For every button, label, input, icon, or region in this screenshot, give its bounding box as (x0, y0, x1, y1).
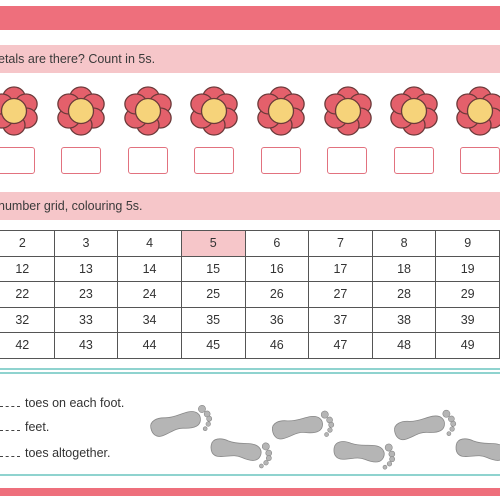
flower-center-icon (67, 97, 95, 125)
flower-icon (390, 86, 438, 136)
footprint-icon (150, 405, 213, 437)
flower-center-icon (466, 97, 494, 125)
grid-cell[interactable]: 34 (117, 306, 182, 333)
grid-cell[interactable]: 23 (53, 281, 119, 308)
grid-cell[interactable]: 5 (180, 230, 246, 257)
grid-cell[interactable]: 17 (308, 255, 373, 282)
number-grid-table: 2 3 4 5 6 7 8 9 12 13 14 15 16 17 18 19 22 23 24 25 26 27 28 29… (0, 230, 500, 359)
grid-cell[interactable]: 39 (435, 306, 500, 333)
grid-cell[interactable]: 2 (0, 230, 55, 257)
flower-center-icon (267, 97, 295, 125)
grid-cell[interactable]: 8 (371, 230, 437, 257)
grid-instruction-text: number grid, colouring 5s. (0, 199, 143, 213)
grid-cell[interactable]: 27 (308, 281, 373, 308)
grid-cell[interactable]: 28 (371, 281, 437, 308)
petal-count-input[interactable] (327, 147, 367, 174)
grid-cell[interactable]: 44 (117, 332, 182, 359)
grid-cell[interactable]: 4 (117, 230, 182, 257)
footprint-icon (272, 410, 335, 440)
flower-center-icon (134, 97, 162, 125)
grid-cell[interactable]: 25 (180, 281, 246, 308)
grid-cell[interactable]: 26 (244, 281, 310, 308)
divider-bottom (0, 474, 500, 476)
grid-cell[interactable]: 36 (244, 306, 310, 333)
grid-cell[interactable]: 33 (53, 306, 119, 333)
grid-cell[interactable]: 42 (0, 332, 55, 359)
grid-row: 22 23 24 25 26 27 28 29 (0, 281, 500, 308)
feet-question-3-text: toes altogether. (25, 446, 111, 460)
grid-cell[interactable]: 38 (371, 306, 437, 333)
grid-cell[interactable]: 9 (435, 230, 500, 257)
petal-count-input[interactable] (194, 147, 234, 174)
petal-count-input[interactable] (61, 147, 101, 174)
petal-count-input[interactable] (128, 147, 168, 174)
grid-row: 42 43 44 45 46 47 48 49 (0, 332, 500, 359)
grid-cell[interactable]: 16 (244, 255, 310, 282)
flowers-instruction-text: etals are there? Count in 5s. (0, 52, 156, 66)
feet-question-2-text: feet. (25, 420, 50, 434)
petal-count-input[interactable] (394, 147, 434, 174)
number-grid: 2 3 4 5 6 7 8 9 12 13 14 15 16 17 18 19 22 23 24 25 26 27 28 29… (0, 230, 500, 359)
grid-cell[interactable]: 19 (435, 255, 500, 282)
divider-top-2 (0, 372, 500, 374)
flower-icon (456, 86, 500, 136)
grid-cell[interactable]: 32 (0, 306, 55, 333)
flower-icon (124, 86, 172, 136)
feet-question-2: feet. (0, 420, 49, 434)
flower-icon (0, 86, 38, 136)
grid-cell[interactable]: 12 (0, 255, 55, 282)
footprint-icon (210, 438, 273, 469)
grid-cell[interactable]: 15 (180, 255, 246, 282)
petal-count-input[interactable] (460, 147, 500, 174)
petal-count-input[interactable] (261, 147, 301, 174)
answer-blank-3[interactable] (0, 456, 20, 457)
grid-cell[interactable]: 49 (435, 332, 500, 359)
grid-cell[interactable]: 48 (371, 332, 437, 359)
grid-instruction-header: number grid, colouring 5s. (0, 192, 500, 220)
feet-question-3: toes altogether. (0, 446, 110, 460)
grid-cell[interactable]: 13 (53, 255, 119, 282)
feet-question-1: toes on each foot. (0, 396, 124, 410)
flowers-instruction-header: etals are there? Count in 5s. (0, 45, 500, 73)
grid-cell[interactable]: 35 (180, 306, 246, 333)
footprint-icon (455, 438, 500, 461)
flower-icon (190, 86, 238, 136)
grid-cell[interactable]: 18 (371, 255, 437, 282)
grid-cell[interactable]: 45 (180, 332, 246, 359)
flower-center-icon (0, 97, 28, 125)
flower-icon (324, 86, 372, 136)
grid-cell[interactable]: 7 (308, 230, 373, 257)
grid-cell[interactable]: 46 (244, 332, 310, 359)
grid-cell[interactable]: 3 (53, 230, 119, 257)
answer-blank-1[interactable] (0, 406, 20, 407)
grid-cell[interactable]: 22 (0, 281, 55, 308)
grid-cell[interactable]: 47 (308, 332, 373, 359)
flower-center-icon (334, 97, 362, 125)
flower-icon (257, 86, 305, 136)
flower-center-icon (200, 97, 228, 125)
footprint-icon (333, 441, 396, 470)
divider-top (0, 368, 500, 370)
flower-icon (57, 86, 105, 136)
grid-row: 32 33 34 35 36 37 38 39 (0, 306, 500, 333)
footprint-icon (394, 409, 457, 441)
grid-cell[interactable]: 43 (53, 332, 119, 359)
grid-cell[interactable]: 37 (308, 306, 373, 333)
petal-count-input[interactable] (0, 147, 35, 174)
flower-center-icon (400, 97, 428, 125)
grid-cell[interactable]: 24 (117, 281, 182, 308)
grid-cell[interactable]: 6 (244, 230, 310, 257)
footer-bar (0, 488, 500, 496)
answer-blank-2[interactable] (0, 430, 20, 431)
grid-cell[interactable]: 14 (117, 255, 182, 282)
grid-row: 12 13 14 15 16 17 18 19 (0, 255, 500, 282)
title-bar (0, 6, 500, 30)
grid-cell[interactable]: 29 (435, 281, 500, 308)
feet-question-1-text: toes on each foot. (25, 396, 125, 410)
